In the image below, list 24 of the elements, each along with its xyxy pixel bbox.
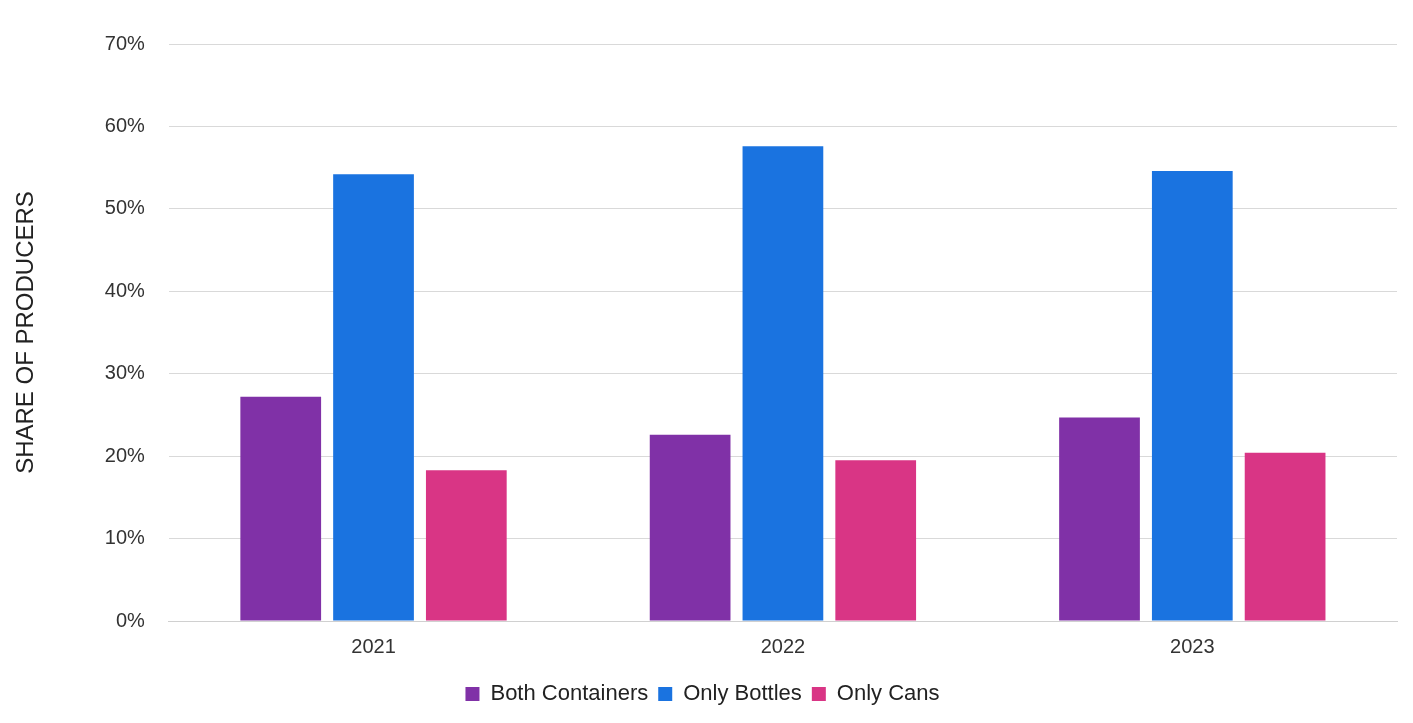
y-tick-label: 60% [104,113,146,136]
legend-label: Only Bottles [683,680,802,706]
x-tick-label: 2023 [1170,634,1215,657]
bar [1151,170,1233,621]
y-axis-title: SHARE OF PRODUCERS [11,191,39,474]
x-tick-label: 2022 [760,634,806,657]
bar [1244,452,1326,621]
y-tick-label: 20% [104,443,146,466]
bar [240,396,322,621]
bar [649,434,731,621]
bar [742,146,824,621]
y-tick-label: 50% [104,196,146,219]
y-tick-label: 10% [104,526,146,549]
bar [333,174,414,621]
legend-label: Only Cans [836,680,940,706]
x-tick-label: 2021 [351,634,396,657]
bar [425,470,507,621]
bar [835,460,917,621]
bar [1059,417,1140,621]
y-tick-label: 40% [104,278,146,301]
y-tick-label: 70% [104,31,146,54]
y-tick-label: 30% [104,361,146,384]
y-tick-label: 0% [115,608,146,631]
legend-label: Both Containers [490,680,649,706]
